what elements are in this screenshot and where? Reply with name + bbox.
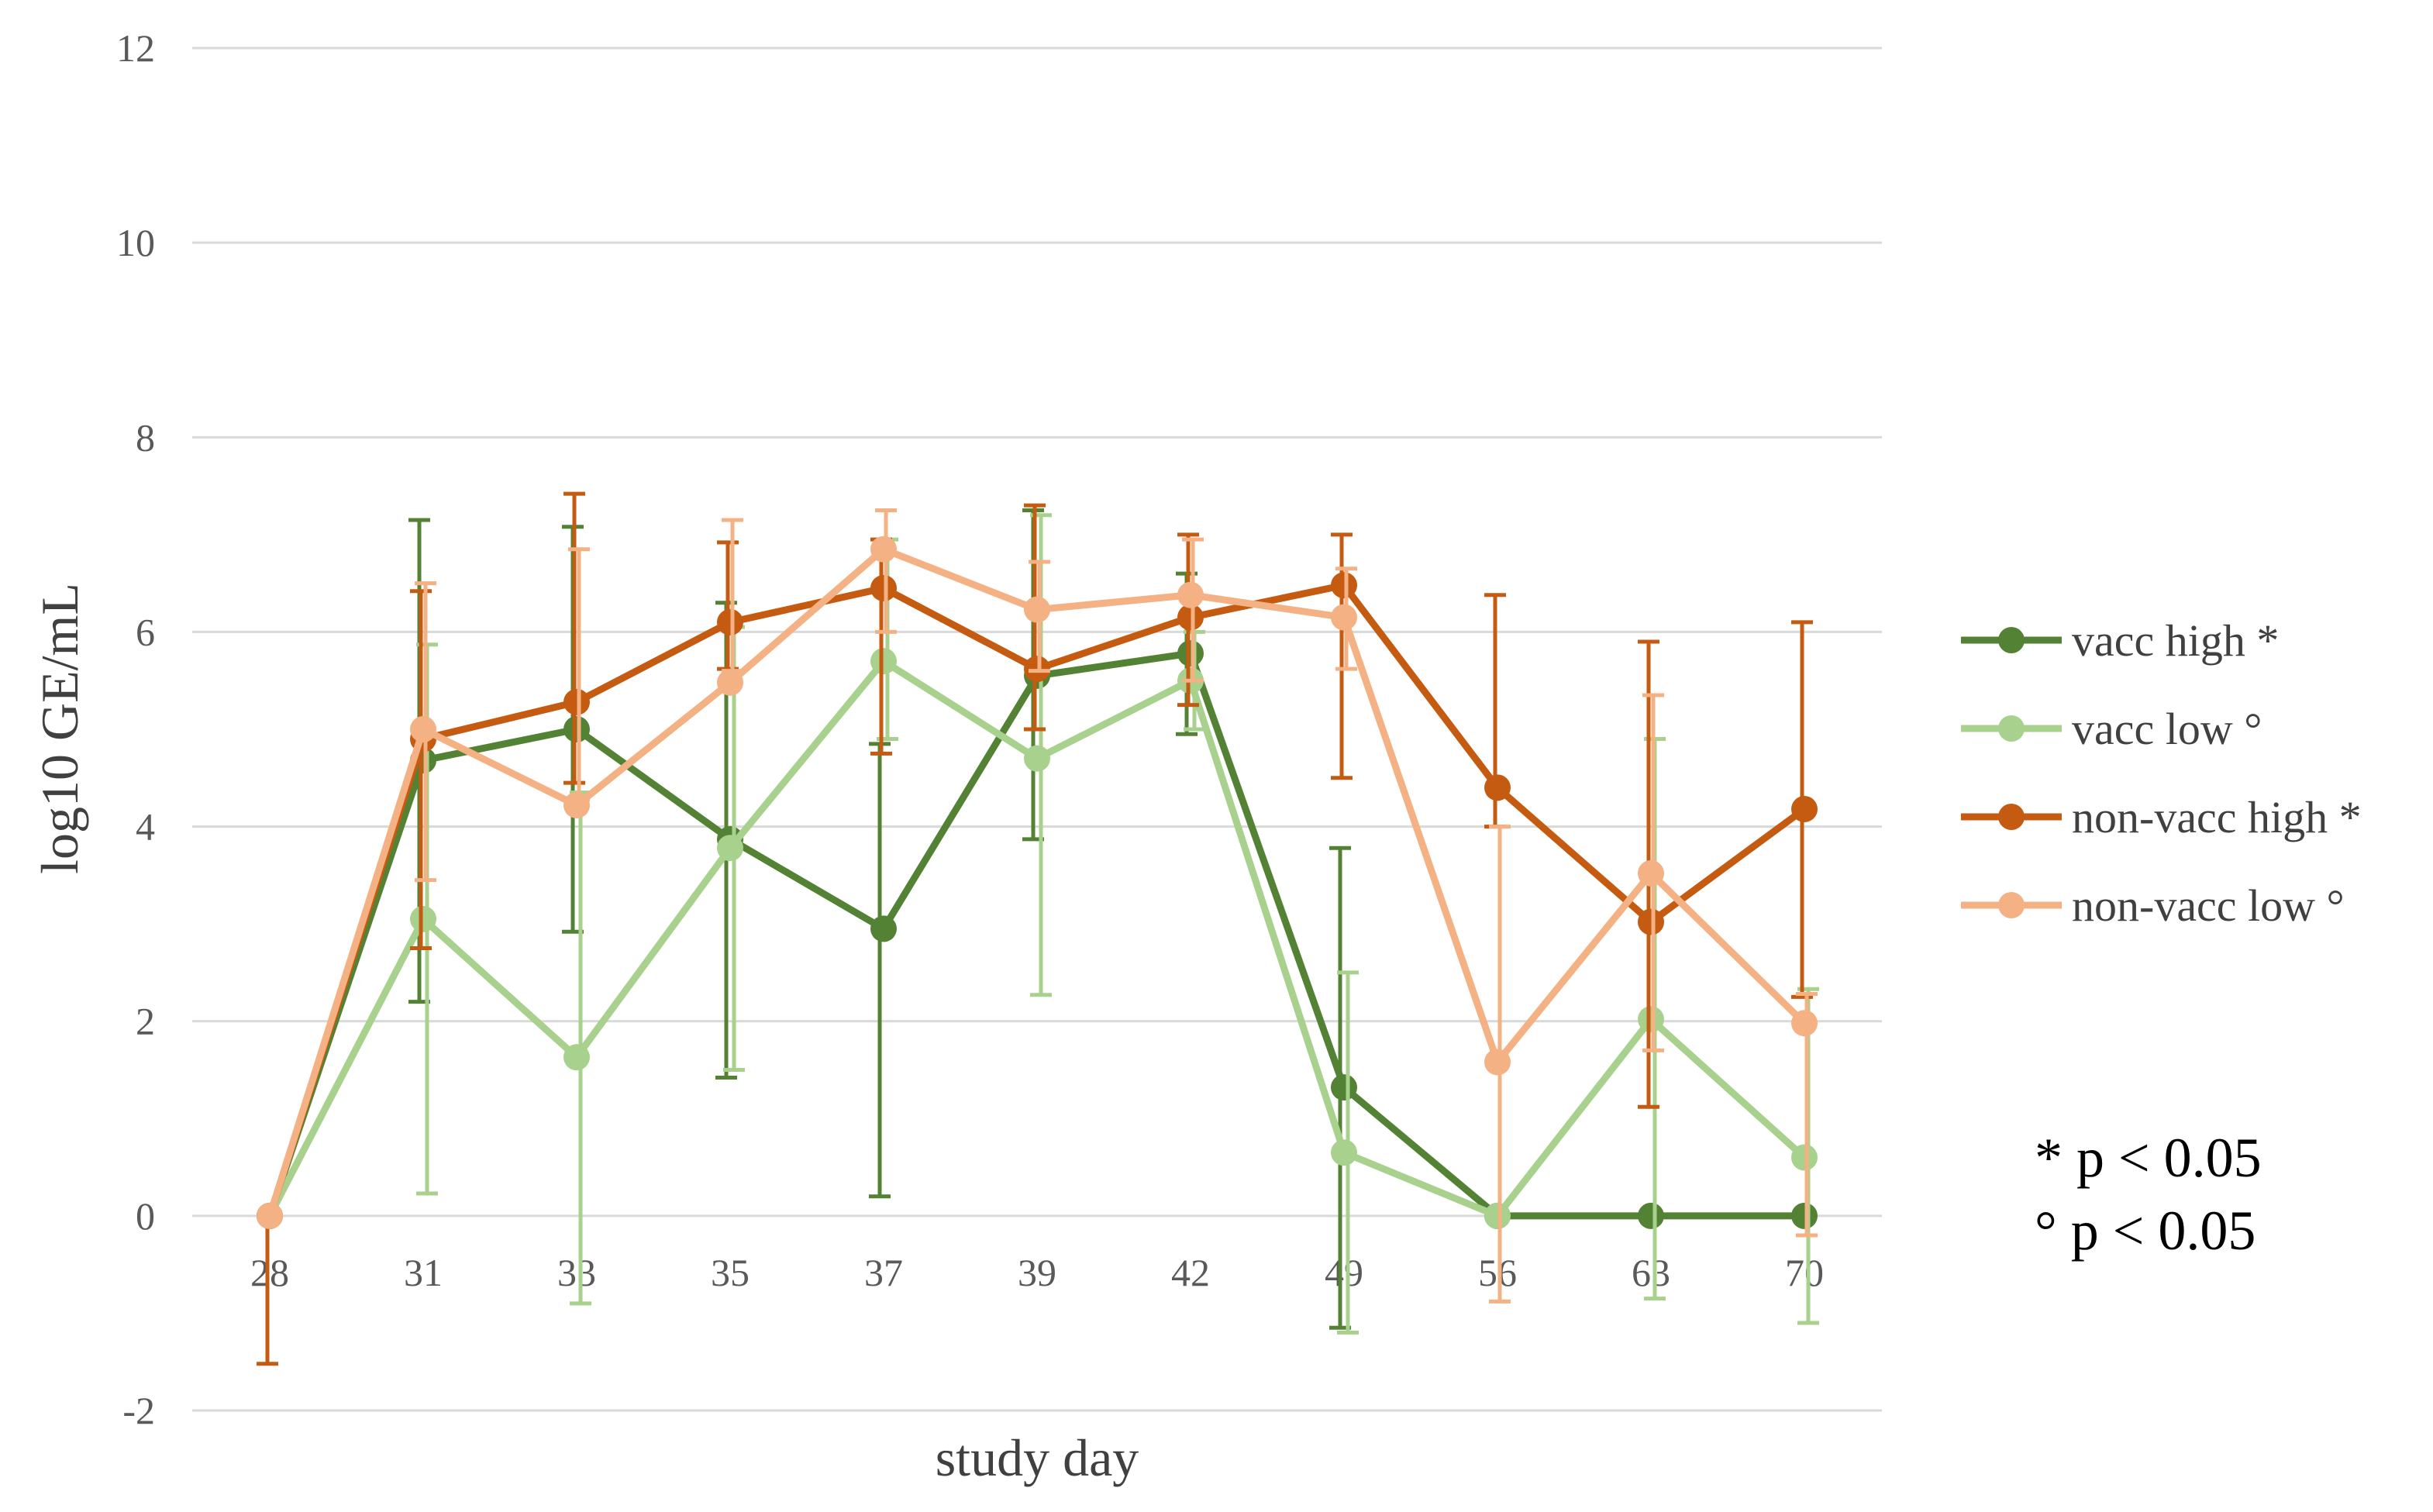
note-vacc-low-significance: ° p < 0.05 — [2035, 1200, 2256, 1262]
x-tick-label: 31 — [404, 1251, 443, 1294]
x-tick-label: 42 — [1171, 1251, 1210, 1294]
y-axis-ticks: -2 0 2 4 6 8 10 12 — [116, 26, 155, 1432]
legend-label: non-vacc high * — [2072, 792, 2362, 842]
series-layer — [257, 491, 1819, 1366]
legend-swatch-marker — [1998, 892, 2025, 918]
data-point — [410, 716, 436, 742]
data-point — [717, 669, 743, 696]
data-point — [1791, 795, 1818, 822]
data-point — [1177, 640, 1204, 667]
x-tick-label: 28 — [250, 1251, 289, 1294]
data-point — [870, 915, 897, 942]
legend-swatch-marker — [1998, 804, 2025, 830]
data-point — [563, 716, 590, 742]
data-point — [870, 574, 897, 601]
data-point — [1024, 596, 1050, 623]
legend-item-0: vacc high * — [1961, 615, 2279, 666]
legend-label: non-vacc low ° — [2072, 880, 2345, 931]
note-vacc-high-significance: * p < 0.05 — [2035, 1127, 2262, 1189]
legend-item-2: non-vacc high * — [1961, 792, 2362, 842]
data-point — [1331, 1074, 1357, 1101]
legend-item-3: non-vacc low ° — [1961, 880, 2345, 931]
x-tick-label: 56 — [1478, 1251, 1517, 1294]
data-point — [1331, 1139, 1357, 1166]
y-tick-label: -2 — [122, 1389, 155, 1432]
data-point — [1484, 1202, 1511, 1229]
data-point — [1638, 1006, 1664, 1033]
data-point — [1791, 1202, 1818, 1229]
legend-label: vacc low ° — [2072, 704, 2262, 754]
series-line — [266, 649, 1804, 1220]
series-3 — [257, 508, 1818, 1304]
data-point — [1331, 572, 1357, 599]
data-point — [1024, 745, 1050, 772]
x-tick-label: 63 — [1632, 1251, 1670, 1294]
x-tick-label: 37 — [864, 1251, 903, 1294]
data-point — [1638, 1202, 1664, 1229]
data-point — [563, 791, 590, 818]
y-tick-label: 6 — [136, 610, 155, 653]
series-2 — [257, 491, 1818, 1366]
x-axis-ticks: 28 31 33 35 37 39 42 49 56 63 70 — [250, 1251, 1824, 1294]
x-axis-title: study day — [936, 1428, 1139, 1487]
data-point — [1177, 581, 1204, 608]
significance-notes: * p < 0.05 ° p < 0.05 — [2035, 1127, 2262, 1262]
data-point — [1484, 1049, 1511, 1076]
data-point — [1484, 774, 1511, 801]
x-tick-label: 39 — [1018, 1251, 1056, 1294]
data-point — [257, 1202, 283, 1229]
data-point — [1791, 1010, 1818, 1037]
data-point — [717, 608, 743, 635]
x-tick-label: 49 — [1325, 1251, 1363, 1294]
legend-label: vacc high * — [2072, 615, 2279, 666]
legend: vacc high * vacc low ° non-vacc high * non-… — [1961, 615, 2362, 931]
y-tick-label: 4 — [136, 805, 155, 849]
x-tick-label: 35 — [711, 1251, 750, 1294]
y-tick-label: 0 — [136, 1194, 155, 1238]
data-point — [1331, 604, 1357, 631]
legend-item-1: vacc low ° — [1961, 704, 2262, 754]
error-bars-series-2 — [257, 491, 1813, 1366]
data-point — [870, 648, 897, 675]
y-axis-title: log10 GE/mL — [30, 583, 89, 874]
data-point — [1791, 1144, 1818, 1171]
data-point — [870, 536, 897, 563]
data-point — [563, 1044, 590, 1071]
data-point — [1024, 656, 1050, 683]
y-tick-label: 12 — [116, 26, 155, 70]
data-point — [563, 688, 590, 715]
gridlines — [192, 46, 1882, 1412]
y-tick-label: 10 — [116, 221, 155, 264]
data-point — [717, 835, 743, 862]
data-point — [1638, 908, 1664, 935]
legend-swatch-marker — [1998, 715, 2025, 742]
legend-swatch-marker — [1998, 627, 2025, 653]
data-point — [1177, 604, 1204, 631]
y-tick-label: 2 — [136, 1000, 155, 1043]
data-point — [410, 905, 436, 932]
y-tick-label: 8 — [136, 415, 155, 459]
x-tick-label: 33 — [557, 1251, 596, 1294]
data-point — [1638, 859, 1664, 887]
error-bars-series-3 — [415, 508, 1818, 1304]
x-tick-label: 70 — [1785, 1251, 1824, 1294]
